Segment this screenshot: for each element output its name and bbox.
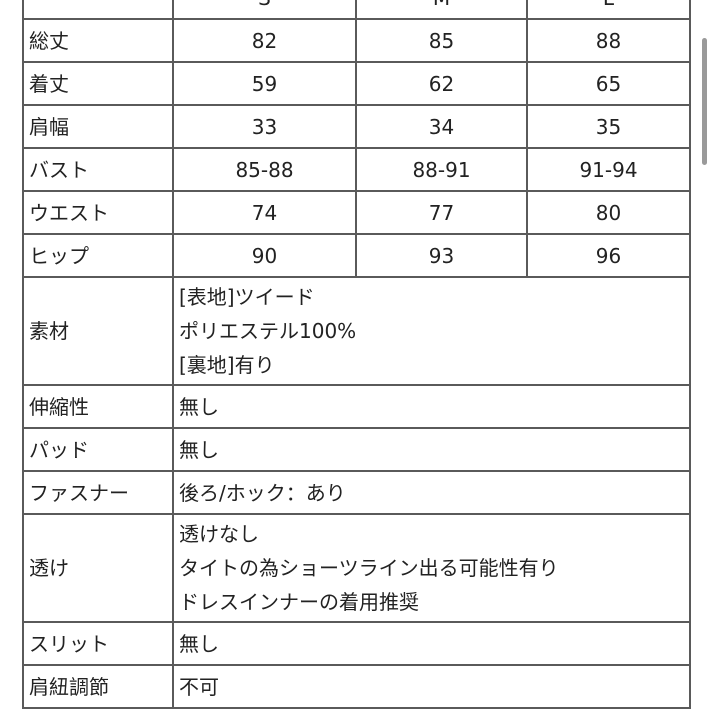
row-label: パッド — [22, 427, 174, 472]
row-label: ファスナー — [22, 470, 174, 515]
detail-row: 素材 [表地]ツイードポリエステル100% [裏地]有り — [22, 276, 691, 386]
measure-row: 着丈 59 62 65 — [22, 61, 691, 106]
measure-value: 80 — [526, 190, 691, 235]
measure-value: 88 — [526, 18, 691, 63]
measure-value: 91-94 — [526, 147, 691, 192]
row-label: 着丈 — [22, 61, 174, 106]
detail-row: ファスナー 後ろ/ホック：あり — [22, 470, 691, 515]
header-blank — [22, 0, 174, 20]
measure-value: 96 — [526, 233, 691, 278]
measure-value: 74 — [172, 190, 357, 235]
measure-value: 35 — [526, 104, 691, 149]
detail-value: 無し — [172, 427, 691, 472]
detail-value: 後ろ/ホック：あり — [172, 470, 691, 515]
detail-value: 透けなしタイトの為ショーツライン出る可能性有り ドレスインナーの着用推奨 — [172, 513, 691, 623]
row-label: ウエスト — [22, 190, 174, 235]
measure-row: 総丈 82 85 88 — [22, 18, 691, 63]
detail-row: パッド 無し — [22, 427, 691, 472]
measure-value: 85 — [355, 18, 528, 63]
row-label: 肩紐調節 — [22, 664, 174, 709]
row-label: 伸縮性 — [22, 384, 174, 429]
measure-row: ウエスト 74 77 80 — [22, 190, 691, 235]
detail-line: タイトの為ショーツライン出る可能性有り — [179, 556, 559, 580]
size-header: M — [355, 0, 528, 20]
measure-value: 34 — [355, 104, 528, 149]
detail-row: スリット 無し — [22, 621, 691, 666]
measure-value: 85-88 — [172, 147, 357, 192]
measure-row: ヒップ 90 93 96 — [22, 233, 691, 278]
detail-row: 透け 透けなしタイトの為ショーツライン出る可能性有り ドレスインナーの着用推奨 — [22, 513, 691, 623]
row-label: 素材 — [22, 276, 174, 386]
detail-line: ポリエステル100% — [179, 319, 357, 343]
size-header: S — [172, 0, 357, 20]
measure-value: 88-91 — [355, 147, 528, 192]
measure-value: 82 — [172, 18, 357, 63]
detail-line: 不可 — [179, 674, 219, 699]
detail-line: ドレスインナーの着用推奨 — [179, 590, 419, 614]
measure-value: 65 — [526, 61, 691, 106]
measure-row: 肩幅 33 34 35 — [22, 104, 691, 149]
detail-line: 無し — [179, 394, 219, 419]
detail-line: 無し — [179, 437, 219, 462]
header-row: S M L — [22, 0, 691, 20]
row-label: 肩幅 — [22, 104, 174, 149]
detail-line: [裏地]有り — [179, 353, 275, 377]
measure-row: バスト 85-88 88-91 91-94 — [22, 147, 691, 192]
size-header: L — [526, 0, 691, 20]
measure-value: 93 — [355, 233, 528, 278]
detail-value: 無し — [172, 384, 691, 429]
measure-value: 33 — [172, 104, 357, 149]
scrollbar-thumb[interactable] — [702, 38, 707, 165]
detail-value: 無し — [172, 621, 691, 666]
measure-value: 59 — [172, 61, 357, 106]
measure-value: 77 — [355, 190, 528, 235]
size-table: S M L 総丈828588着丈596265肩幅333435バスト85-8888… — [22, 0, 691, 709]
measure-value: 90 — [172, 233, 357, 278]
measure-value: 62 — [355, 61, 528, 106]
detail-row: 伸縮性 無し — [22, 384, 691, 429]
row-label: バスト — [22, 147, 174, 192]
detail-value: [表地]ツイードポリエステル100% [裏地]有り — [172, 276, 691, 386]
detail-line: 無し — [179, 631, 219, 656]
row-label: 透け — [22, 513, 174, 623]
detail-line: 透けなし — [179, 522, 259, 546]
detail-row: 肩紐調節 不可 — [22, 664, 691, 709]
row-label: ヒップ — [22, 233, 174, 278]
row-label: 総丈 — [22, 18, 174, 63]
row-label: スリット — [22, 621, 174, 666]
detail-value: 不可 — [172, 664, 691, 709]
detail-line: [表地]ツイード — [179, 285, 315, 309]
detail-line: 後ろ/ホック：あり — [179, 480, 346, 505]
